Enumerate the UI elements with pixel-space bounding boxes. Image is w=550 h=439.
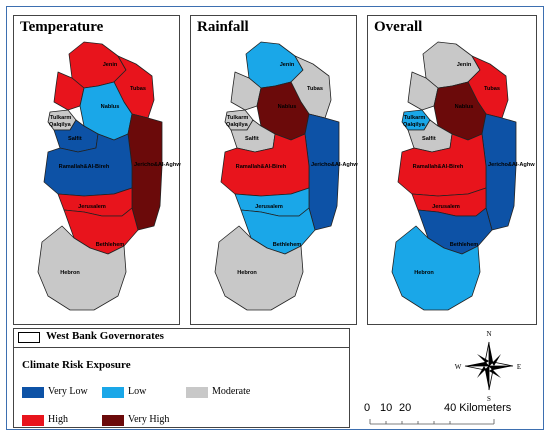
label-salfit: Salfit <box>68 136 82 142</box>
label-hebron: Hebron <box>60 270 80 276</box>
label-ramallah: Ramallah&Al-Bireh <box>236 164 287 170</box>
label-jenin: Jenin <box>457 62 472 68</box>
label-tulkarm: Tulkarm <box>227 115 248 121</box>
label-bethlehem: Bethlehem <box>96 242 125 248</box>
label-jericho: Jericho&Al-Aghwar <box>311 162 358 168</box>
label-jerusalem: Jerusalem <box>432 204 460 210</box>
compass-s: S <box>487 395 491 402</box>
overall-map-panel: Jenin Tubas Tulkarm Nablus Qalqilya Salfit Jer… <box>367 15 537 325</box>
panel-title: Temperature <box>20 19 104 35</box>
legend-swatch <box>22 415 44 426</box>
governorate-map: Jenin Tubas Tulkarm Nablus Qalqilya Salfit Jer… <box>391 41 535 311</box>
label-jenin: Jenin <box>103 62 118 68</box>
legend-swatch <box>102 387 124 398</box>
label-qalqilya: Qalqilya <box>403 122 426 128</box>
legend-label: High <box>48 414 68 425</box>
scale-bar: 0 10 20 40 Kilometers <box>364 402 524 432</box>
label-tubas: Tubas <box>484 86 500 92</box>
rainfall-map-panel: Jenin Tubas Tulkarm Nablus Qalqilya Salfit Jer… <box>190 15 358 325</box>
label-tubas: Tubas <box>307 86 323 92</box>
legend-title: Climate Risk Exposure <box>22 359 131 371</box>
label-qalqilya: Qalqilya <box>49 122 72 128</box>
legend-label: Moderate <box>212 386 251 397</box>
label-ramallah: Ramallah&Al-Bireh <box>413 164 464 170</box>
boundary-swatch <box>18 332 40 343</box>
north-arrow-compass-icon: N S E W <box>455 330 521 402</box>
legend-swatch <box>102 415 124 426</box>
panel-title: Overall <box>374 19 423 35</box>
region-tulkarm <box>53 71 85 111</box>
legend-label: Very High <box>128 414 170 425</box>
label-tulkarm: Tulkarm <box>50 115 71 121</box>
region-tulkarm <box>407 71 439 111</box>
legend-label: Very Low <box>48 386 88 397</box>
region-hebron <box>214 225 304 311</box>
label-tubas: Tubas <box>130 86 146 92</box>
label-nablus: Nablus <box>278 104 297 110</box>
label-bethlehem: Bethlehem <box>273 242 302 248</box>
scale-label-0: 0 <box>364 402 371 414</box>
compass-w: W <box>455 363 462 371</box>
label-hebron: Hebron <box>414 270 434 276</box>
panel-title: Rainfall <box>197 19 249 35</box>
region-tulkarm <box>230 71 262 111</box>
boundary-label: West Bank Governorates <box>46 330 164 342</box>
label-salfit: Salfit <box>245 136 259 142</box>
compass-n: N <box>486 330 491 338</box>
label-jericho: Jericho&Al-Aghwar <box>134 162 181 168</box>
label-salfit: Salfit <box>422 136 436 142</box>
legend-label: Low <box>128 386 147 397</box>
label-ramallah: Ramallah&Al-Bireh <box>59 164 110 170</box>
figure-frame <box>6 6 544 430</box>
label-tulkarm: Tulkarm <box>404 115 425 121</box>
scale-label-10: 10 <box>380 402 393 414</box>
scale-label-40: 40 Kilometers <box>444 402 512 414</box>
label-nablus: Nablus <box>455 104 474 110</box>
temperature-map-panel: Jenin Tubas Tulkarm Nablus Qalqilya Salfit Jer… <box>13 15 181 325</box>
label-nablus: Nablus <box>101 104 120 110</box>
region-hebron <box>37 225 127 311</box>
label-hebron: Hebron <box>237 270 257 276</box>
label-jenin: Jenin <box>280 62 295 68</box>
label-qalqilya: Qalqilya <box>226 122 249 128</box>
legend-swatch <box>186 387 208 398</box>
label-jerusalem: Jerusalem <box>255 204 283 210</box>
legend-swatch <box>22 387 44 398</box>
label-bethlehem: Bethlehem <box>450 242 479 248</box>
scale-bar-ruler <box>369 419 495 425</box>
compass-e: E <box>517 363 521 371</box>
governorate-map: Jenin Tubas Tulkarm Nablus Qalqilya Salfit Jer… <box>214 41 358 311</box>
boundary-legend-row: West Bank Governorates <box>14 329 349 348</box>
governorate-map: Jenin Tubas Tulkarm Nablus Qalqilya Salfit Jer… <box>37 41 181 311</box>
region-hebron <box>391 225 481 311</box>
label-jericho: Jericho&Al-Aghwar <box>488 162 535 168</box>
scale-label-20: 20 <box>399 402 412 414</box>
label-jerusalem: Jerusalem <box>78 204 106 210</box>
map-legend: West Bank Governorates Climate Risk Expo… <box>13 328 350 428</box>
